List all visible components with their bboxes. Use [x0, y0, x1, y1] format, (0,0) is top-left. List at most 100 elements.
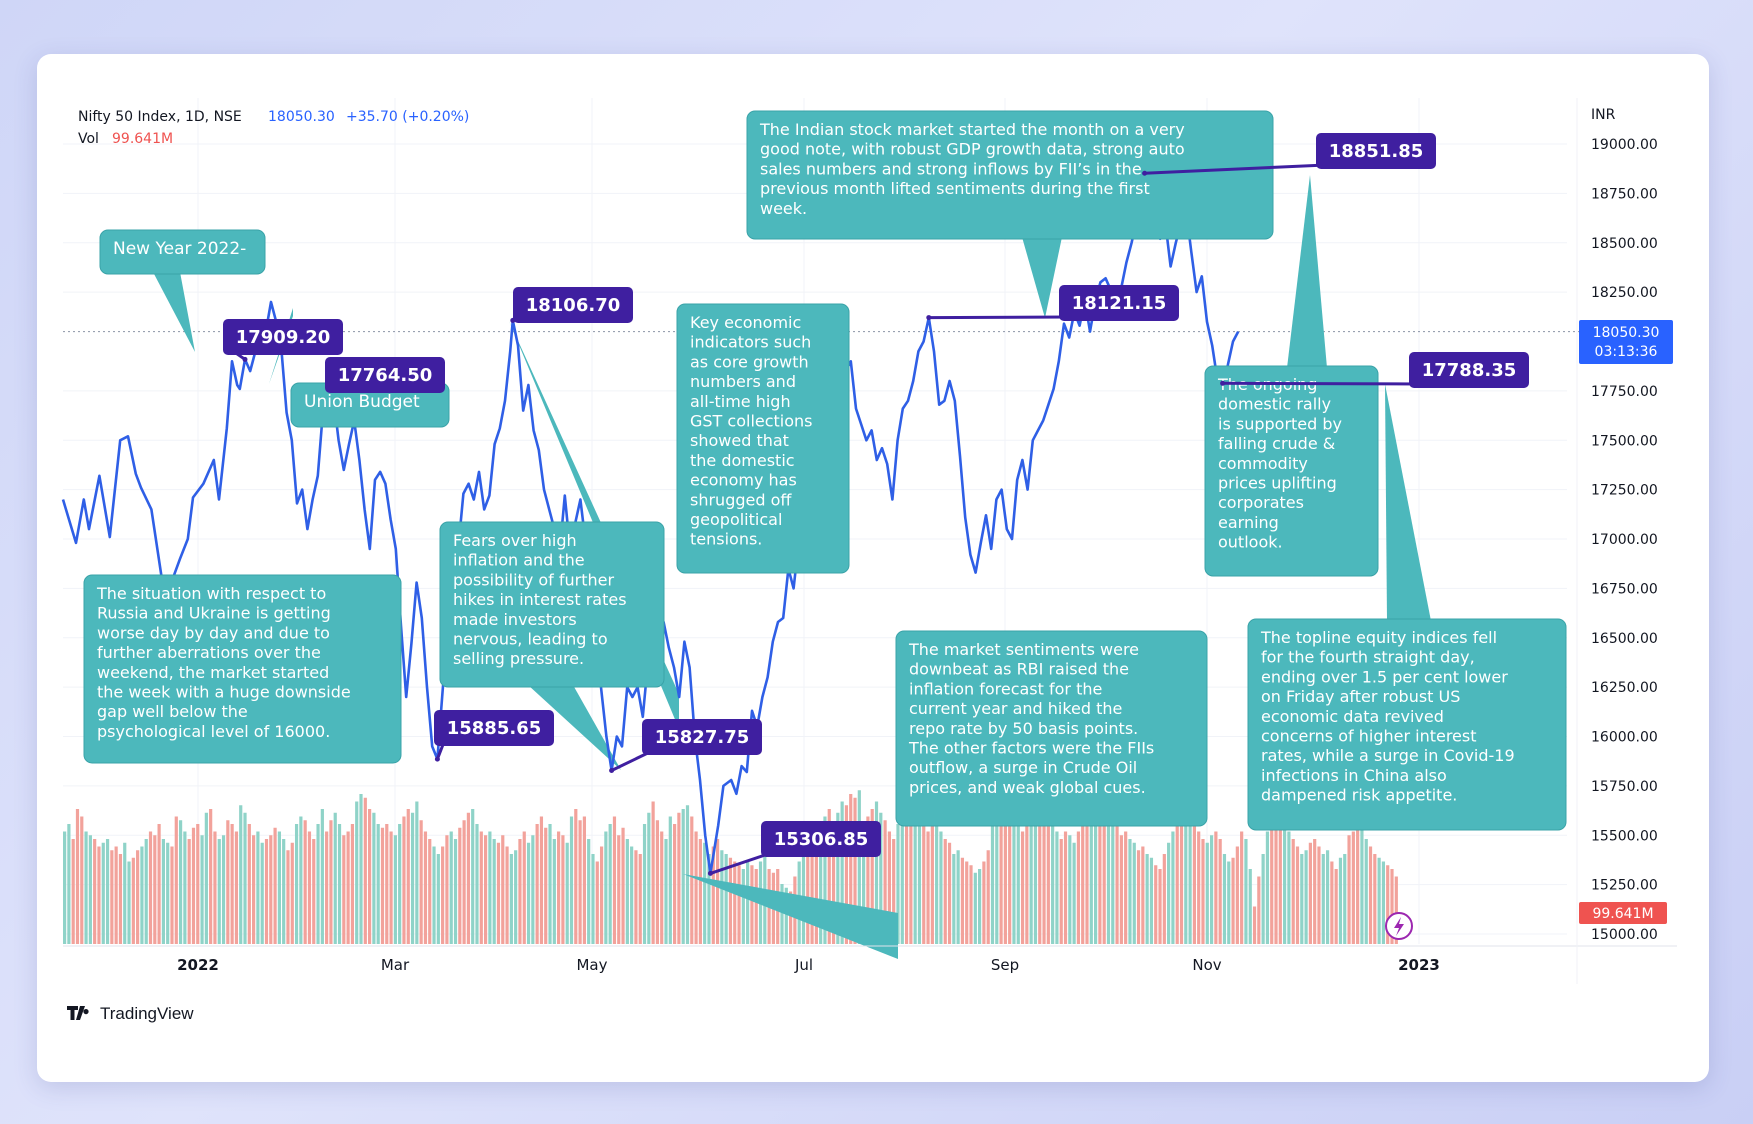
y-tick-label: 16500.00	[1591, 631, 1658, 647]
price-label-text: 15306.85	[774, 829, 869, 850]
volume-bar	[724, 854, 728, 944]
volume-bar	[1059, 839, 1063, 944]
volume-bar	[325, 831, 329, 944]
volume-bar	[647, 812, 651, 944]
callout-text: GST collections	[690, 412, 813, 431]
callout-rbi	[895, 630, 1208, 827]
volume-bar	[1167, 842, 1171, 944]
callout-pointer	[1385, 384, 1431, 621]
volume-bar	[1338, 857, 1343, 944]
volume-bar	[681, 809, 685, 944]
volume-bar	[1364, 839, 1368, 944]
volume-bar	[625, 839, 629, 944]
volume-bar	[1188, 809, 1192, 944]
callout-text: The situation with respect to	[96, 584, 326, 603]
label-anchor	[1142, 170, 1148, 176]
volume-bar	[1330, 861, 1334, 944]
volume-bar	[947, 842, 952, 944]
callout-text: all-time high	[690, 392, 791, 411]
callout-rally	[1204, 365, 1379, 577]
volume-bar	[956, 850, 960, 944]
y-tick-label: 16000.00	[1591, 730, 1658, 746]
callout-text: domestic rally	[1218, 395, 1331, 414]
label-pointer	[709, 851, 772, 875]
volume-bar	[849, 794, 853, 944]
volume-bar	[88, 835, 92, 944]
x-tick-label: Sep	[991, 956, 1019, 974]
volume-bar	[973, 872, 977, 944]
volume-bar	[617, 835, 621, 944]
label-pointer	[928, 315, 1070, 320]
callout-russia	[83, 574, 402, 764]
callout-text: prices, and weak global cues.	[909, 778, 1146, 797]
label-anchor	[926, 315, 932, 321]
callout-text: showed that	[690, 431, 789, 450]
volume-bar	[1042, 820, 1046, 944]
volume-bar	[904, 805, 909, 944]
volume-bar	[389, 831, 393, 944]
volume-bar	[784, 887, 788, 944]
volume-bar	[939, 831, 943, 944]
volume-bar	[995, 812, 999, 944]
price-chart[interactable]: New Year 2022- Union Budget The situation …	[37, 54, 1709, 1082]
callout-text: further aberrations over the	[97, 643, 321, 662]
volume-bar	[582, 816, 586, 944]
volume-bar	[840, 801, 844, 944]
volume-bar	[1076, 831, 1081, 944]
volume-bar	[844, 805, 849, 944]
volume-bar	[1373, 854, 1377, 944]
x-tick-label: May	[576, 956, 607, 974]
volume-bar	[1179, 801, 1184, 944]
volume-bar	[84, 831, 88, 944]
price-labels: 17909.20 17764.50 18106.70 15885.65 15827.75…	[223, 133, 1529, 876]
callout-pointer	[1287, 175, 1327, 368]
callout-text: economy has	[690, 471, 797, 490]
x-tick-label: 2023	[1398, 956, 1440, 974]
volume-bar	[1209, 835, 1214, 944]
volume-bar	[191, 827, 196, 944]
volume-bar	[1227, 861, 1231, 944]
volume-bar	[604, 831, 608, 944]
callout-text: the domestic	[690, 451, 795, 470]
volume-bar	[599, 846, 604, 944]
tradingview-logo[interactable]: TradingView	[67, 1004, 194, 1023]
volume-bar	[501, 835, 505, 944]
volume-bar	[376, 824, 380, 944]
callout-pointer	[528, 685, 621, 770]
volume-bar	[316, 824, 320, 944]
volume-bar	[234, 831, 239, 944]
volume-bar	[453, 839, 458, 944]
volume-bar	[1278, 824, 1282, 944]
volume-bar	[737, 865, 741, 944]
volume-bar	[398, 824, 402, 944]
volume-bar	[1356, 824, 1360, 944]
symbol-title: Nifty 50 Index, 1D, NSE	[78, 109, 242, 125]
volume-bar	[694, 831, 698, 944]
volume-bar	[690, 816, 694, 944]
volume-bar	[67, 824, 71, 944]
callout-text: psychological level of 16000.	[97, 722, 330, 741]
volume-bar	[247, 824, 251, 944]
volume-bar	[170, 846, 174, 944]
callout-text: Russia and Ukraine is getting	[97, 604, 331, 623]
volume-bar	[355, 801, 359, 944]
lightning-icon[interactable]	[1385, 912, 1413, 940]
volume-bar	[960, 857, 965, 944]
volume-bar	[569, 816, 574, 944]
volume-bar	[445, 835, 449, 944]
volume-bar	[1244, 839, 1248, 944]
callout-text: previous month lifted sentiments during …	[760, 179, 1150, 198]
volume-bar	[359, 794, 363, 944]
volume-bar	[1068, 835, 1072, 944]
volume-bar	[183, 831, 187, 944]
volume-bar	[1240, 831, 1244, 944]
volume-bar	[1321, 854, 1325, 944]
volume-bar	[522, 831, 526, 944]
volume-bar	[449, 831, 453, 944]
volume-bar	[1381, 861, 1386, 944]
volume-bar	[1158, 869, 1162, 944]
tradingview-logo-text: TradingView	[100, 1004, 194, 1023]
volume-bar	[1214, 831, 1218, 944]
price-label-box	[434, 710, 554, 746]
volume-bar	[488, 831, 492, 944]
